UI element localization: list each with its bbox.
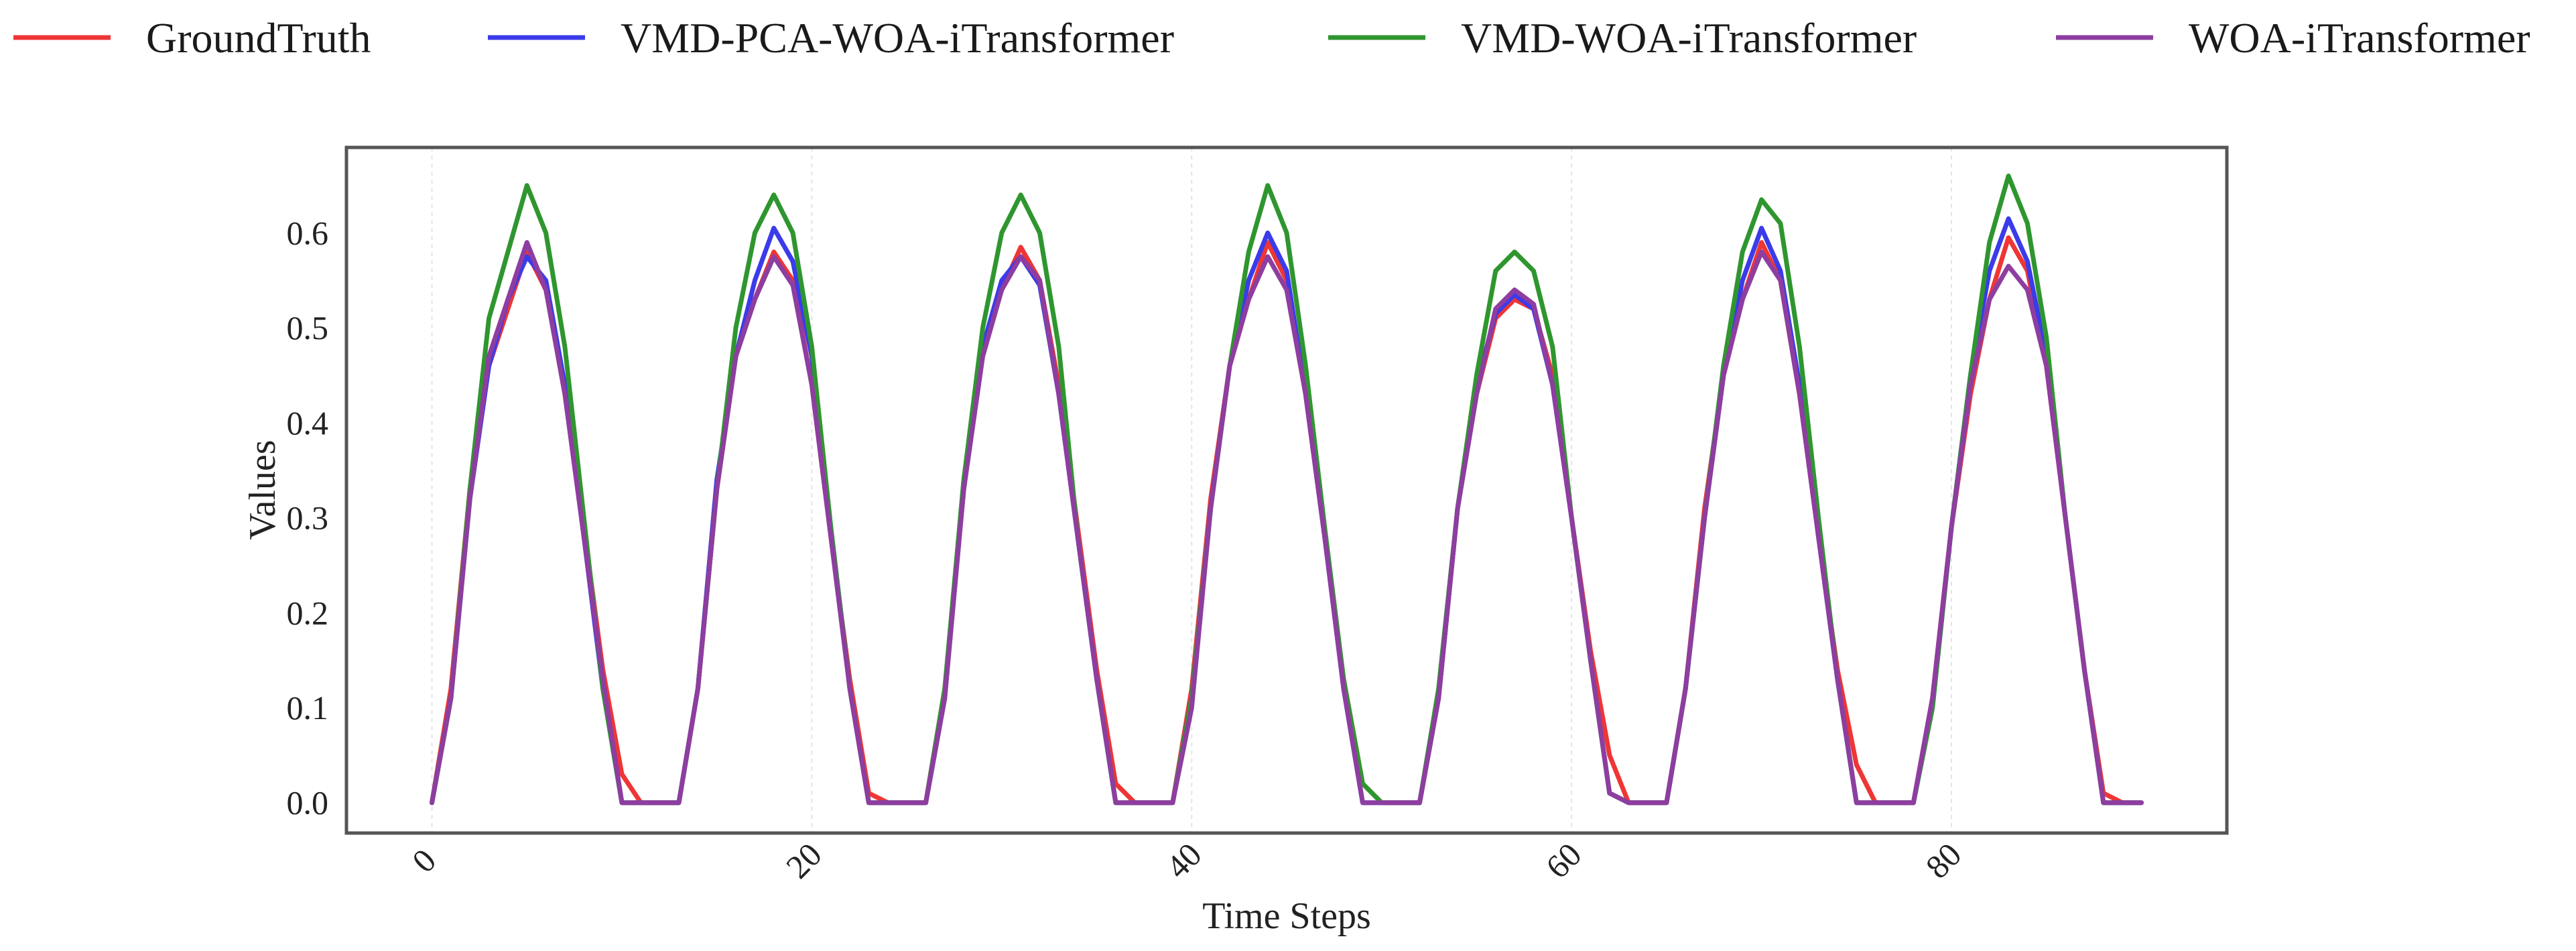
y-axis: 0.0 0.1 0.2 0.3 0.4 0.5 0.6 (287, 214, 329, 822)
y-tick-label: 0.4 (287, 404, 329, 442)
y-tick-label: 0.6 (287, 214, 329, 252)
chart-series-group (430, 174, 2144, 806)
legend-label: WOA-iTransformer (2189, 14, 2530, 62)
chart-grid (431, 147, 1953, 833)
chart-legend: GroundTruth VMD-PCA-WOA-iTransformer VMD-W… (13, 14, 2530, 62)
series-line-2 (430, 216, 2144, 806)
plot-frame (344, 145, 2229, 835)
legend-label: VMD-WOA-iTransformer (1461, 14, 1917, 62)
x-tick-label: 60 (1539, 836, 1589, 886)
x-axis-title: Time Steps (1202, 895, 1371, 937)
y-tick-label: 0.5 (287, 309, 329, 346)
x-tick-label: 80 (1919, 836, 1969, 886)
y-tick-label: 0.1 (287, 689, 329, 726)
y-tick-label: 0.3 (287, 499, 329, 537)
x-tick-label: 20 (779, 836, 829, 886)
y-tick-label: 0.2 (287, 594, 329, 631)
y-axis-title: Values (242, 440, 283, 540)
legend-label: GroundTruth (146, 14, 371, 62)
series-line-1 (430, 235, 2144, 806)
x-tick-label: 40 (1159, 836, 1209, 886)
x-axis: 0 20 40 60 80 (405, 836, 1969, 886)
y-tick-label: 0.0 (287, 784, 329, 822)
legend-label: VMD-PCA-WOA-iTransformer (621, 14, 1174, 62)
series-line-4 (430, 240, 2144, 806)
x-tick-label: 0 (405, 841, 443, 879)
